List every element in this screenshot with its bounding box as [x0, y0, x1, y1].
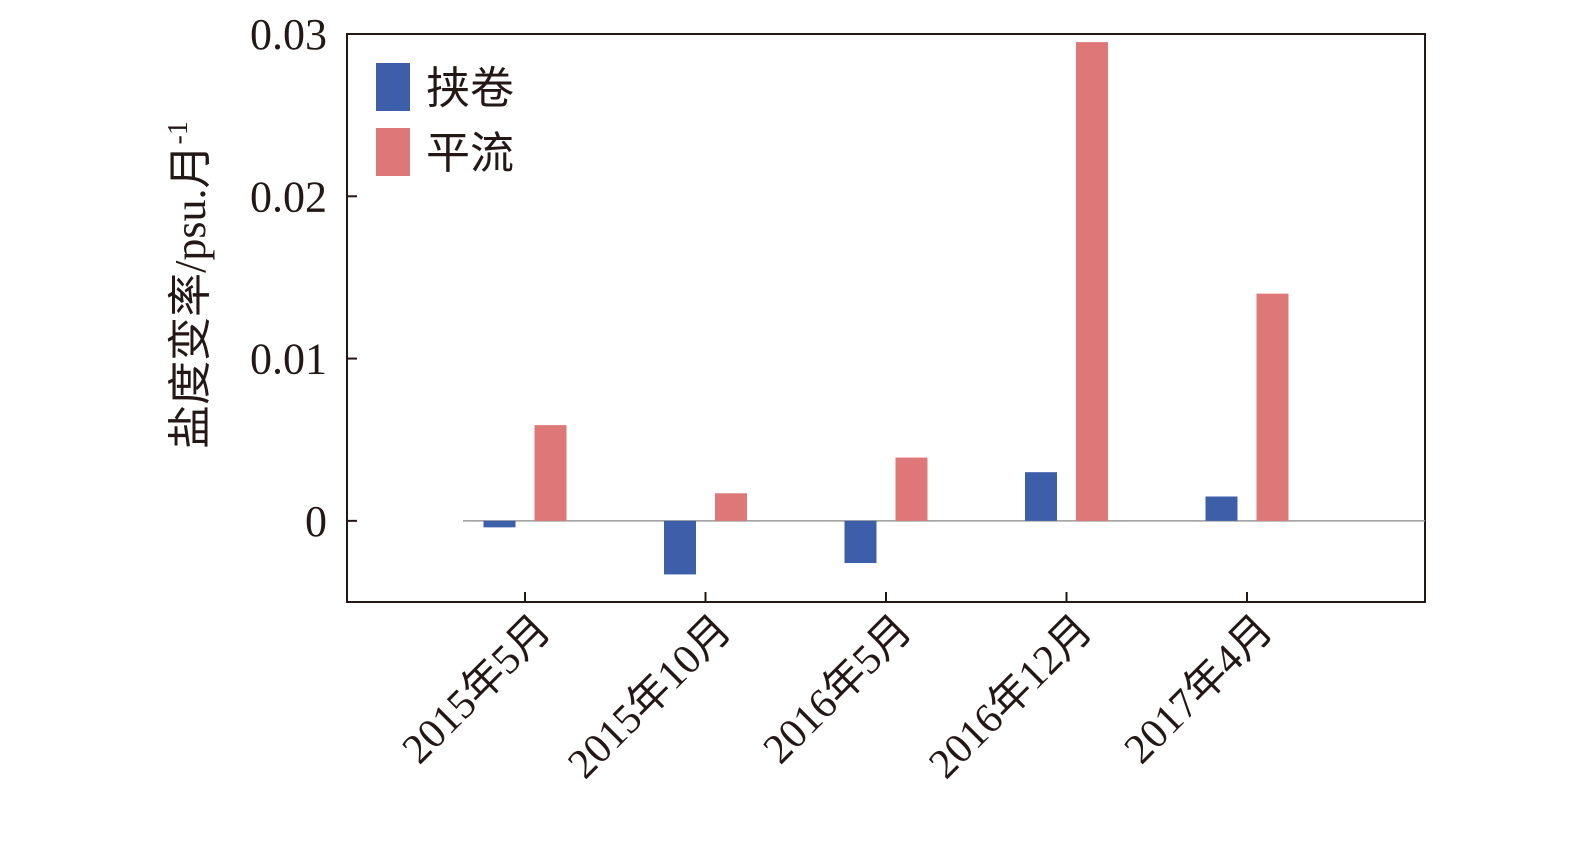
x-tick-label: 2016年12月 — [920, 606, 1102, 788]
y-tick-label: 0.01 — [250, 335, 327, 384]
x-tick-label: 2015年5月 — [393, 606, 560, 773]
y-tick-label: 0.02 — [250, 172, 327, 221]
bar-series1-1 — [483, 520, 516, 528]
bar-series1-5 — [1205, 496, 1238, 521]
x-tick-label: 2017年4月 — [1115, 606, 1282, 773]
legend-swatch-2 — [376, 128, 410, 176]
bar-series1-3 — [844, 520, 877, 564]
bar-series2-1 — [534, 425, 567, 521]
y-tick-label: 0 — [305, 497, 327, 546]
bar-series1-4 — [1025, 472, 1057, 521]
bar-series2-5 — [1256, 293, 1289, 521]
y-axis-title: 盐度变率/psu.月-1 — [163, 121, 215, 449]
x-tick-label: 2015年10月 — [559, 606, 741, 788]
bar-series2-3 — [895, 457, 928, 521]
y-axis-title-text: 盐度变率/psu.月 — [166, 144, 215, 448]
legend-label-2: 平流 — [426, 129, 514, 178]
legend-swatch-1 — [376, 63, 410, 111]
y-tick-label: 0.03 — [250, 10, 327, 59]
bar-series1-2 — [664, 520, 696, 575]
legend-label-1: 挟卷 — [426, 64, 514, 113]
bar-series2-2 — [715, 493, 747, 521]
y-axis-title-superscript: -1 — [163, 121, 194, 144]
bar-series2-4 — [1076, 42, 1108, 521]
x-tick-label: 2016年5月 — [754, 606, 921, 773]
